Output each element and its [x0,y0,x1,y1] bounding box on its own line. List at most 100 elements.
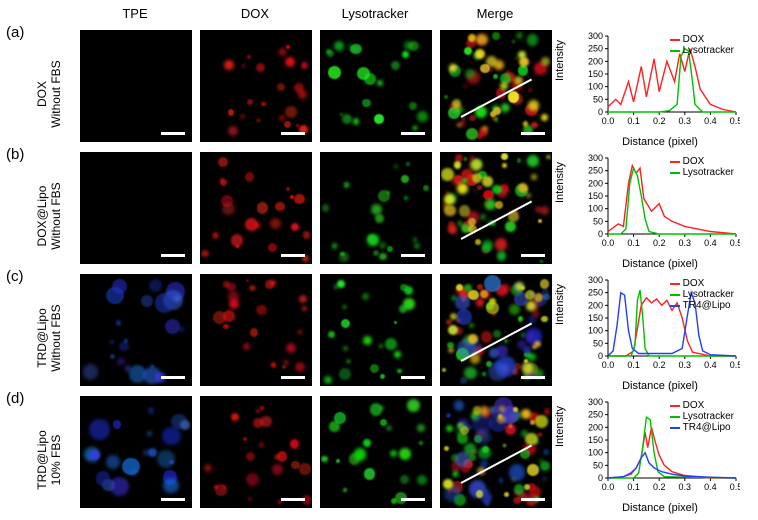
svg-text:0.0: 0.0 [602,116,615,126]
signal-blob [521,286,525,290]
signal-blob [147,431,152,436]
signal-blob [179,327,184,332]
signal-blob [284,360,288,364]
signal-blob [282,365,286,369]
signal-blob [541,114,548,121]
signal-blob [302,306,307,311]
signal-blob [279,48,286,55]
signal-blob [148,407,154,413]
signal-blob [460,426,469,435]
signal-blob [371,204,382,215]
legend-label: Lysotracker [683,289,734,300]
svg-text:250: 250 [588,288,603,298]
scale-bar [521,376,545,379]
signal-blob [412,125,418,131]
svg-text:200: 200 [588,300,603,310]
signal-blob [517,158,521,162]
signal-blob [291,461,299,469]
signal-blob [327,50,334,57]
signal-blob [452,99,461,108]
svg-text:300: 300 [588,32,603,41]
svg-text:0.2: 0.2 [653,482,666,492]
signal-blob [528,88,532,92]
scale-bar [161,376,185,379]
legend-item: DOX [670,400,734,411]
signal-blob [343,305,346,308]
legend-label: TR4@Lipo [683,300,731,311]
svg-text:0.1: 0.1 [627,482,640,492]
x-axis-label: Distance (pixel) [580,380,740,392]
signal-blob [224,60,233,69]
signal-blob [528,100,539,111]
signal-blob [482,176,493,187]
scale-bar [401,254,425,257]
signal-blob [260,406,264,410]
micro-b-dox [200,152,312,264]
signal-blob [496,345,508,357]
svg-text:0.3: 0.3 [679,482,692,492]
signal-blob [501,153,508,160]
signal-blob [402,51,409,58]
signal-blob [543,294,550,301]
signal-blob [257,119,260,122]
signal-blob [285,106,297,118]
signal-blob [546,155,550,159]
signal-blob [165,319,180,334]
svg-text:0.1: 0.1 [627,360,640,370]
signal-blob [377,80,382,85]
signal-blob [332,243,337,248]
panel-label-a: (a) [6,24,24,41]
signal-blob [228,109,234,115]
signal-blob [354,448,367,461]
scale-bar [521,132,545,135]
signal-blob [468,290,478,300]
signal-blob [125,365,131,371]
signal-blob [493,330,501,338]
signal-blob [246,452,255,461]
signal-blob [534,341,540,347]
svg-text:250: 250 [588,166,603,176]
signal-blob [162,427,181,446]
signal-blob [339,368,351,380]
signal-blob [285,57,295,67]
micro-a-lyso [320,30,432,142]
svg-text:0.2: 0.2 [653,238,666,248]
signal-blob [351,44,361,54]
col-head-tpe: TPE [80,6,190,21]
legend-swatch [670,172,680,174]
signal-blob [446,413,451,418]
legend-swatch [670,50,680,52]
svg-text:300: 300 [588,276,603,285]
legend-swatch [670,416,680,418]
signal-blob [454,161,462,169]
signal-blob [299,295,307,303]
signal-blob [417,111,429,123]
signal-blob [240,114,245,119]
y-axis-label: Intensity [554,162,566,203]
signal-blob [227,283,236,292]
signal-blob [495,356,516,377]
signal-blob [470,159,482,171]
svg-text:0.1: 0.1 [627,116,640,126]
micro-d-lyso [320,396,432,508]
signal-blob [259,442,264,447]
signal-blob [394,321,397,324]
svg-text:0.5: 0.5 [730,360,740,370]
legend-label: Lysotracker [683,411,734,422]
series-tr4 [608,453,736,478]
signal-blob [475,49,485,59]
signal-blob [215,484,226,495]
scale-bar [401,376,425,379]
signal-blob [124,339,128,343]
signal-blob [342,114,352,124]
micro-b-merge [440,152,552,264]
signal-blob [523,346,531,354]
signal-blob [277,83,285,91]
signal-blob [455,295,470,310]
col-head-merge: Merge [440,6,550,21]
signal-blob [298,330,302,334]
signal-blob [256,63,265,72]
col-head-lyso: Lysotracker [320,6,430,21]
signal-blob [480,290,488,298]
signal-blob [515,57,518,60]
